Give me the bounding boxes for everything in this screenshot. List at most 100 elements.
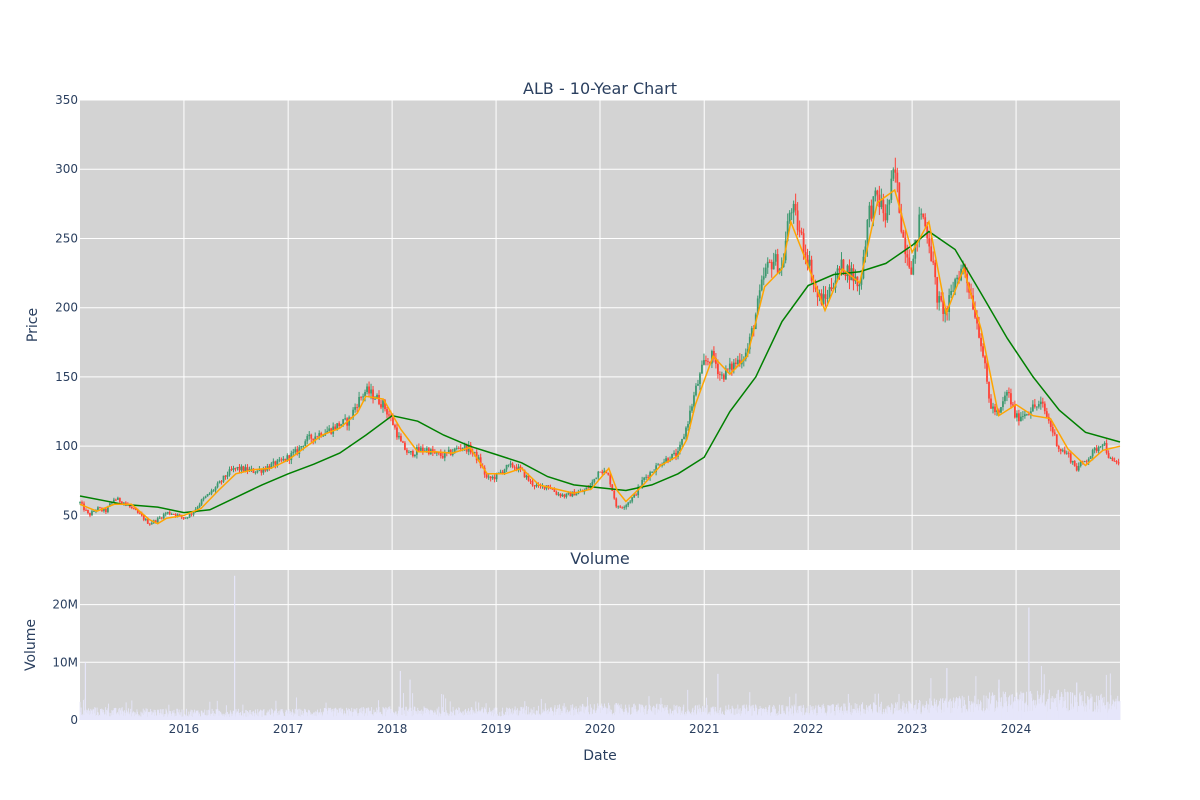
candle-body [132,507,135,509]
volume-bar [849,712,851,720]
volume-bar [452,706,454,720]
candle-body [170,514,173,515]
volume-bar [968,708,970,720]
volume-bar [274,710,276,720]
volume-bar [256,716,258,720]
volume-bar [597,708,599,720]
volume-bar [242,704,244,720]
volume-bar [148,711,150,720]
volume-bar [501,711,503,720]
volume-bar [869,705,871,720]
volume-bar [307,709,309,720]
volume-bar [808,713,809,720]
volume-bar [762,709,764,720]
volume-bar [675,705,677,720]
volume-bar [828,706,830,720]
volume-bar [116,714,117,720]
candle-body [1099,446,1102,448]
chart-title: ALB - 10-Year Chart [523,79,677,98]
volume-bar [352,711,354,720]
volume-bar [637,709,639,720]
candle-body [402,441,404,443]
volume-bar [625,707,627,720]
volume-bar [488,713,490,720]
volume-bar [960,708,962,720]
volume-bar [1066,708,1067,720]
volume-bar [1069,692,1071,720]
volume-bar [1079,692,1081,720]
candle-body [509,463,512,465]
candle-body [252,468,255,473]
volume-bar [612,715,613,720]
candle-body [413,454,416,457]
volume-bar [212,710,214,720]
volume-bar [1030,691,1032,720]
candle-body [232,467,235,471]
candle-body [633,494,636,498]
volume-bar [773,706,775,720]
candle-body [499,471,502,473]
volume-bar [690,713,692,720]
volume-bar [990,703,992,720]
volume-bar [796,713,798,720]
volume-bar [238,713,240,720]
volume-bar [229,713,231,720]
volume-bar [886,712,887,720]
volume-bar [818,706,820,720]
volume-bar [805,712,807,720]
volume-bar [366,708,367,720]
volume-bar [162,714,164,720]
candle-body [1021,416,1024,417]
volume-bar [197,710,199,720]
volume-bar [533,707,535,720]
volume-bar [729,709,731,720]
volume-bar [1051,695,1053,720]
candle-body [868,205,871,220]
volume-bar [223,713,225,720]
volume-y-tick-label: 0 [70,713,78,727]
candle-body [404,442,406,450]
volume-bar [776,713,778,720]
volume-bar [835,706,837,720]
volume-bar [587,697,588,720]
candle-body [940,296,943,301]
volume-bar [262,709,264,720]
volume-bar [933,698,935,720]
volume-bar [305,712,307,720]
volume-bar [355,710,357,720]
volume-bar [990,695,992,720]
volume-bar [604,703,606,720]
volume-bar [275,700,277,720]
volume-bar [505,711,506,720]
volume-bar [932,705,934,720]
candle-body [310,434,313,439]
volume-bar [891,703,893,720]
volume-bar [659,710,661,720]
candle-body [986,363,988,382]
volume-bar [493,708,495,720]
volume-bar [927,712,929,720]
volume-bar [386,708,388,720]
volume-bar [605,714,607,720]
volume-bar [605,706,607,720]
volume-bar [772,708,774,720]
volume-bar [1014,697,1016,720]
volume-bar [1006,706,1008,720]
candle-body [172,514,175,515]
volume-bar [376,709,378,720]
volume-bar [448,715,449,720]
volume-bar [731,705,733,720]
volume-bar [769,715,771,720]
candle-body [689,410,691,425]
volume-bar [804,714,806,720]
volume-bar [1046,701,1047,720]
volume-bar [1104,705,1106,720]
volume-bar [342,713,344,720]
candle-body [575,493,578,496]
volume-bar [960,699,961,720]
volume-bar [928,712,930,720]
volume-bar [598,705,600,720]
volume-bar [824,713,826,720]
volume-bar [948,701,950,720]
candle-body [527,475,530,481]
